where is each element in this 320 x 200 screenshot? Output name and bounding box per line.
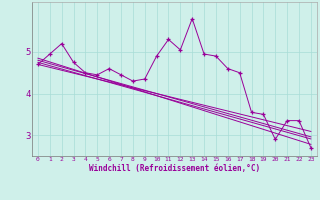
X-axis label: Windchill (Refroidissement éolien,°C): Windchill (Refroidissement éolien,°C) — [89, 164, 260, 173]
